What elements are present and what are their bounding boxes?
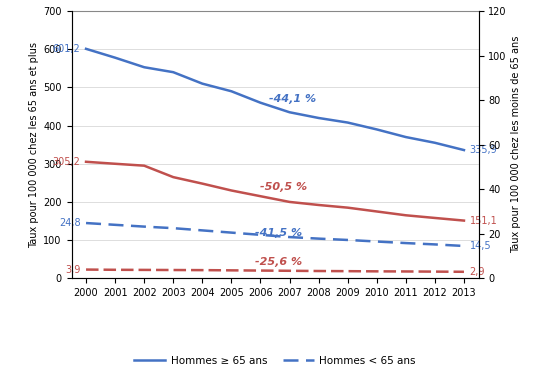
Text: 305,2: 305,2 (53, 157, 80, 167)
Text: -50,5 %: -50,5 % (261, 183, 307, 193)
Text: 24,8: 24,8 (59, 218, 80, 228)
Text: 335,9: 335,9 (470, 145, 497, 155)
Y-axis label: Taux pour 100 000 chez les 65 ans et plus: Taux pour 100 000 chez les 65 ans et plu… (29, 42, 39, 248)
Text: 151,1: 151,1 (470, 216, 497, 226)
Text: -25,6 %: -25,6 % (255, 257, 302, 267)
Legend: Hommes ≥ 65 ans, Femmes ≥ 65 ans, Hommes < 65 ans, Femmes < 65 ans: Hommes ≥ 65 ans, Femmes ≥ 65 ans, Hommes… (130, 352, 420, 371)
Text: 601,2: 601,2 (53, 44, 80, 54)
Text: 3,9: 3,9 (65, 265, 80, 275)
Y-axis label: Taux pour 100 000 chez les moins de 65 ans: Taux pour 100 000 chez les moins de 65 a… (511, 36, 521, 253)
Text: 2,9: 2,9 (470, 267, 485, 277)
Text: -44,1 %: -44,1 % (269, 94, 316, 104)
Text: -41,5 %: -41,5 % (255, 228, 302, 238)
Text: 14,5: 14,5 (470, 241, 491, 251)
